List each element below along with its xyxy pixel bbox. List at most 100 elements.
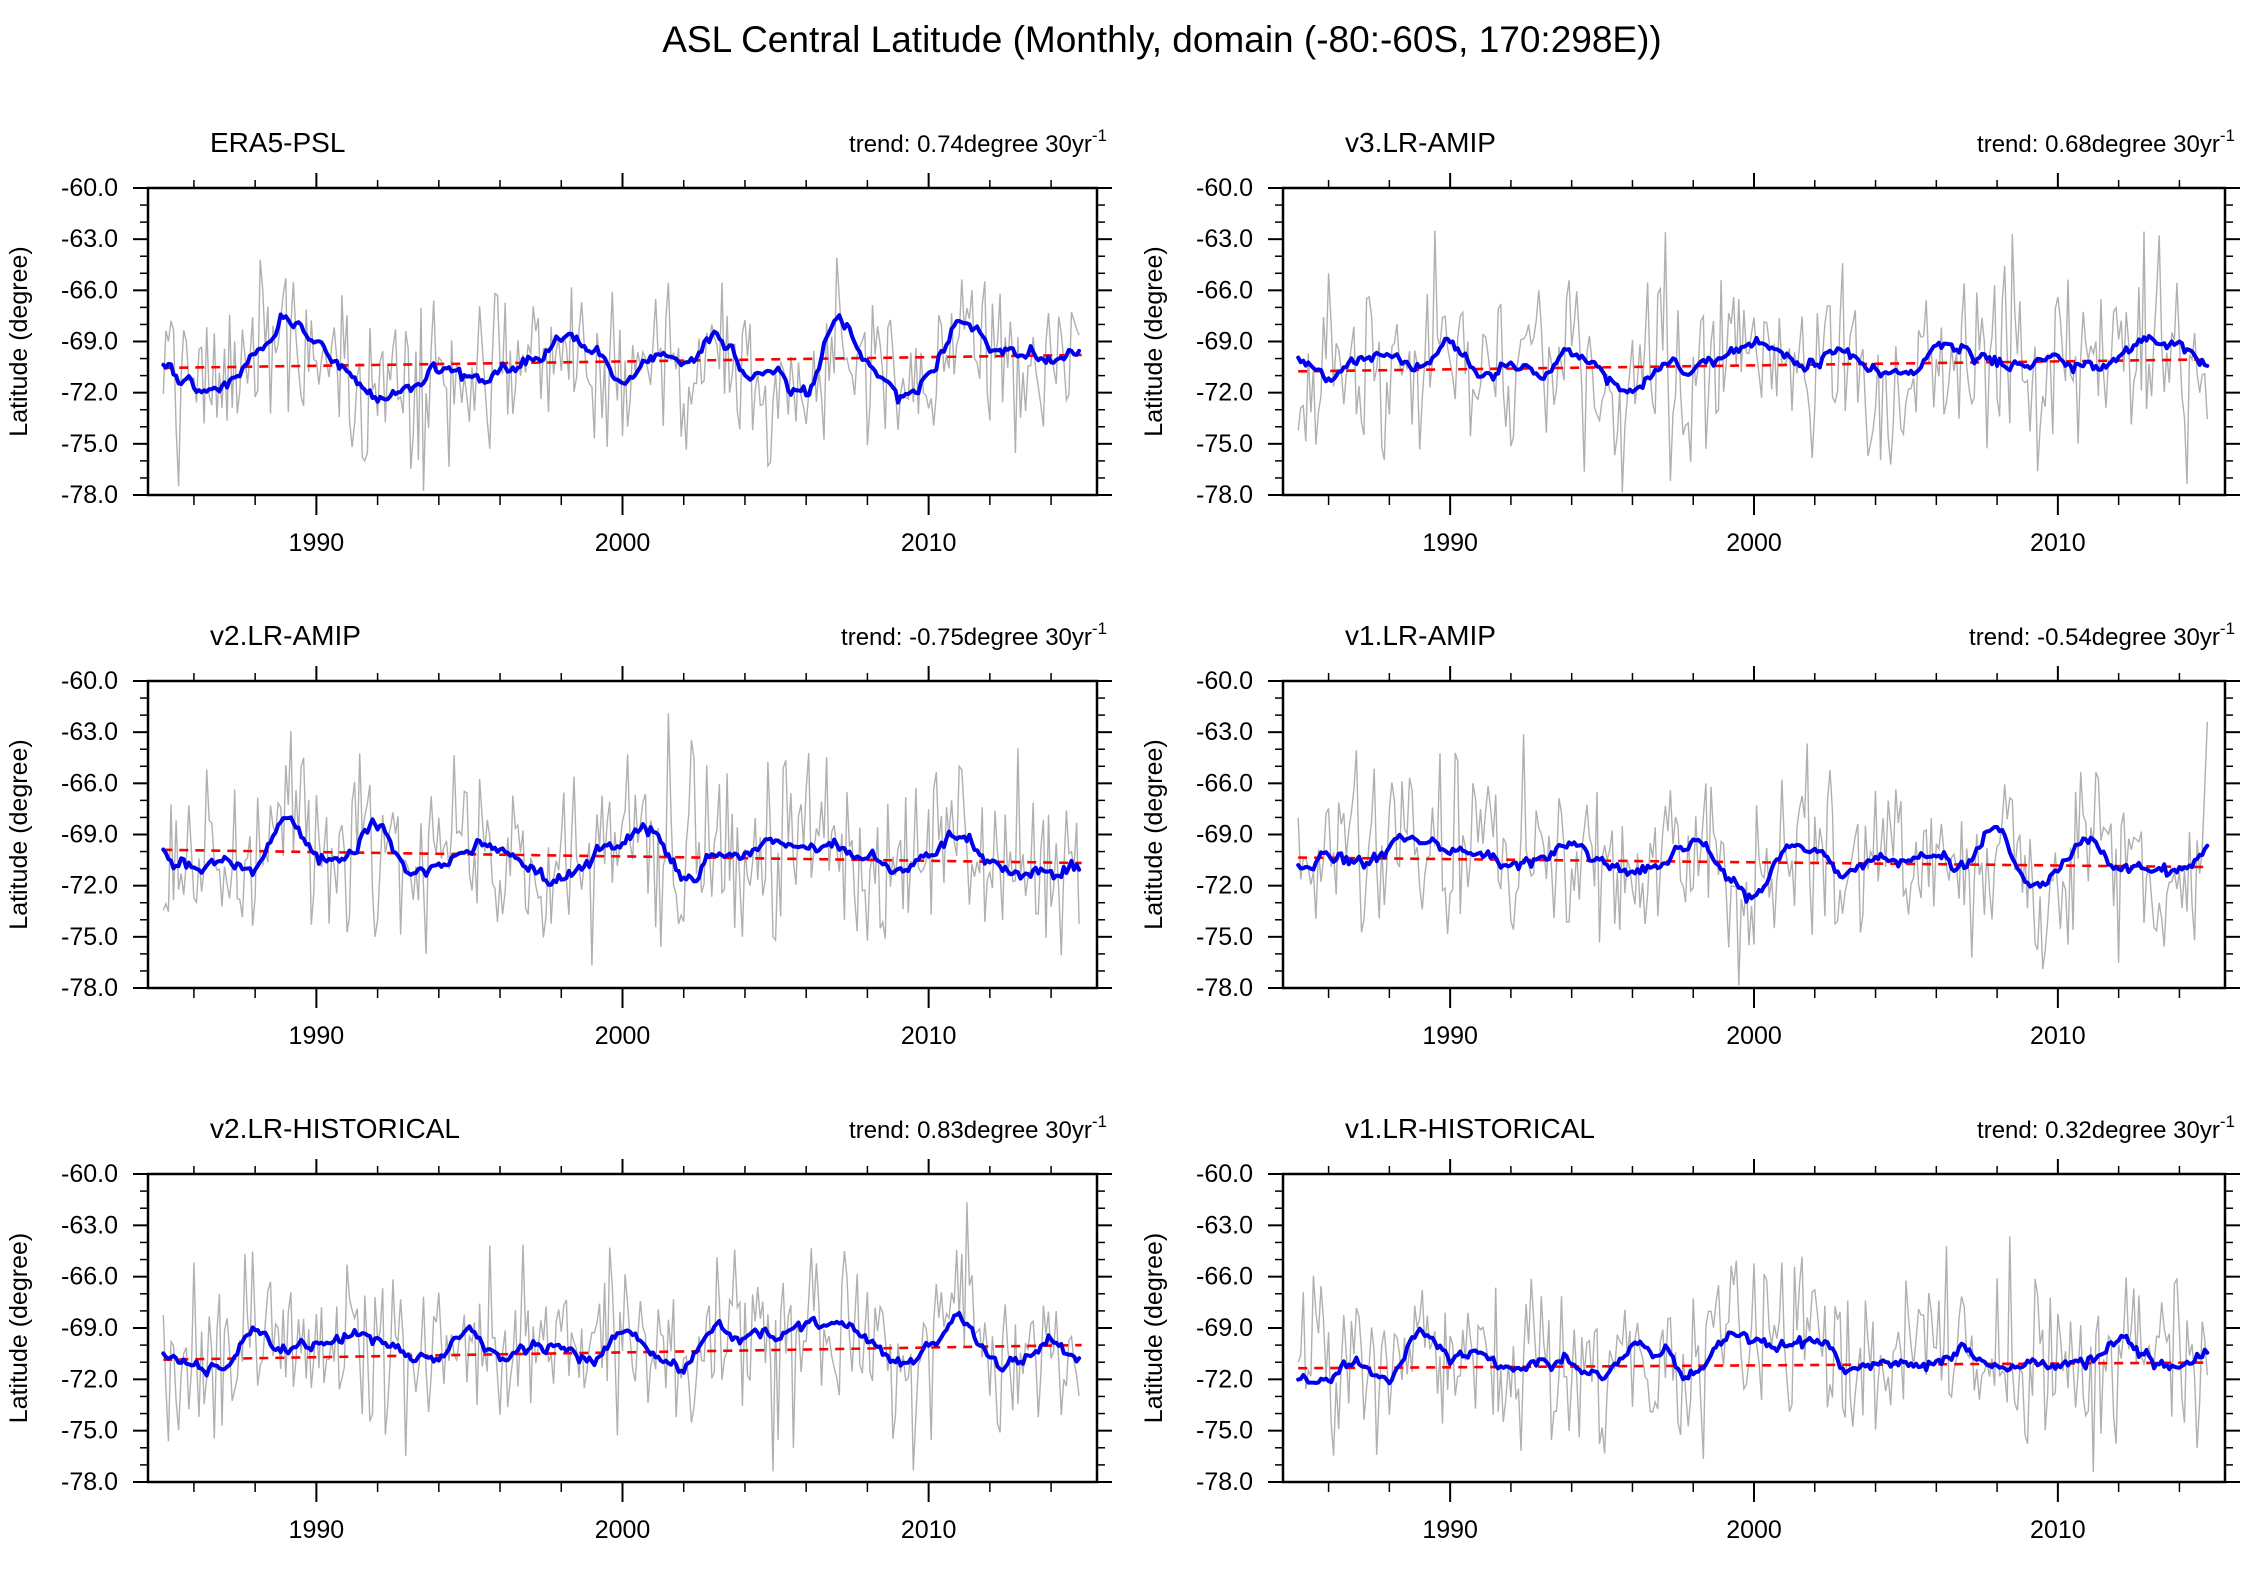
y-tick-label: -60.0 (61, 174, 118, 202)
smoothed-series-path (161, 815, 1082, 887)
axis-ticks: -60.0 -63.0 -66.0 -69.0 -72.0 -75.0 -78.0 1990 2… (1196, 666, 2240, 1050)
x-tick-label: 1990 (1422, 1516, 1478, 1544)
trend-annotation: trend: 0.74degree 30yr-1 (849, 126, 1107, 158)
axis-ticks: -60.0 -63.0 -66.0 -69.0 -72.0 -75.0 -78.0 1990 2… (61, 1159, 1112, 1544)
y-tick-label: -75.0 (61, 1417, 118, 1445)
trend-exponent: -1 (2220, 126, 2235, 145)
y-axis-label: Latitude (degree) (1140, 1233, 1168, 1423)
figure-title: ASL Central Latitude (Monthly, domain (-… (662, 19, 1662, 60)
y-tick-label: -72.0 (61, 379, 118, 407)
y-tick-label: -66.0 (61, 1263, 118, 1291)
monthly-series-path (1297, 721, 2208, 986)
y-tick-label: -75.0 (1196, 430, 1253, 458)
x-tick-label: 1990 (289, 529, 345, 557)
panel-title: v1.LR-HISTORICAL (1345, 1113, 1595, 1144)
trend-exponent: -1 (1092, 126, 1107, 145)
monthly-series-path (1297, 230, 2208, 493)
x-tick-label: 2010 (901, 1022, 957, 1050)
smoothed-series-path (161, 312, 1082, 405)
panel-title: ERA5-PSL (210, 127, 345, 158)
panel-v1-lr-amip: v1.LR-AMIP trend: -0.54degree 30yr-1 -60.0… (1140, 619, 2240, 1050)
trend-text: trend: 0.32degree 30yr (1977, 1117, 2220, 1144)
y-axis-label: Latitude (degree) (5, 1233, 33, 1423)
y-tick-label: -69.0 (61, 328, 118, 356)
y-tick-label: -75.0 (61, 923, 118, 951)
x-tick-label: 1990 (289, 1516, 345, 1544)
axis-ticks: -60.0 -63.0 -66.0 -69.0 -72.0 -75.0 -78.0 1990 2… (61, 666, 1112, 1050)
y-axis-label: Latitude (degree) (1140, 246, 1168, 436)
trend-exponent: -1 (2220, 1112, 2235, 1131)
x-tick-label: 2000 (595, 1516, 651, 1544)
trend-text: trend: 0.83degree 30yr (849, 1117, 1092, 1144)
axis-ticks: -60.0 -63.0 -66.0 -69.0 -72.0 -75.0 -78.0 1990 2… (1196, 173, 2240, 557)
smoothed-series-path (1296, 334, 2210, 395)
trend-exponent: -1 (1092, 619, 1107, 638)
trend-text: trend: 0.74degree 30yr (849, 131, 1092, 158)
axis-ticks: -60.0 -63.0 -66.0 -69.0 -72.0 -75.0 -78.0 1990 2… (61, 173, 1112, 557)
x-tick-label: 2000 (1726, 1022, 1782, 1050)
y-tick-label: -60.0 (61, 1160, 118, 1188)
y-tick-label: -66.0 (1196, 769, 1253, 797)
trend-text: trend: -0.75degree 30yr (841, 624, 1092, 651)
trend-annotation: trend: 0.83degree 30yr-1 (849, 1112, 1107, 1144)
panel-v2-lr-historical: v2.LR-HISTORICAL trend: 0.83degree 30yr-1… (5, 1112, 1112, 1544)
y-tick-label: -60.0 (1196, 174, 1253, 202)
plot-frame (1281, 679, 2227, 990)
x-tick-label: 2000 (595, 529, 651, 557)
y-tick-label: -63.0 (1196, 718, 1253, 746)
x-tick-label: 2010 (901, 529, 957, 557)
y-tick-label: -63.0 (1196, 225, 1253, 253)
y-tick-label: -66.0 (1196, 276, 1253, 304)
x-tick-label: 1990 (1422, 1022, 1478, 1050)
y-axis-label: Latitude (degree) (5, 739, 33, 929)
x-tick-label: 2000 (1726, 1516, 1782, 1544)
y-tick-label: -75.0 (1196, 923, 1253, 951)
y-tick-label: -66.0 (61, 276, 118, 304)
y-axis-label: Latitude (degree) (1140, 739, 1168, 929)
trend-annotation: trend: 0.68degree 30yr-1 (1977, 126, 2235, 158)
panel-v1-lr-historical: v1.LR-HISTORICAL trend: 0.32degree 30yr-1… (1140, 1112, 2240, 1544)
y-tick-label: -69.0 (61, 1314, 118, 1342)
y-tick-label: -66.0 (61, 769, 118, 797)
trend-annotation: trend: -0.75degree 30yr-1 (841, 619, 1107, 651)
y-tick-label: -75.0 (1196, 1417, 1253, 1445)
y-tick-label: -63.0 (61, 225, 118, 253)
plot-frame (146, 186, 1099, 497)
y-tick-label: -72.0 (61, 872, 118, 900)
y-tick-label: -66.0 (1196, 1263, 1253, 1291)
y-tick-label: -63.0 (61, 718, 118, 746)
x-tick-label: 2010 (2030, 1022, 2086, 1050)
y-tick-label: -60.0 (1196, 1160, 1253, 1188)
y-tick-label: -63.0 (61, 1211, 118, 1239)
panel-title: v1.LR-AMIP (1345, 620, 1496, 651)
y-tick-label: -72.0 (1196, 379, 1253, 407)
trend-exponent: -1 (1092, 1112, 1107, 1131)
y-tick-label: -69.0 (1196, 328, 1253, 356)
y-tick-label: -69.0 (1196, 821, 1253, 849)
y-tick-label: -60.0 (1196, 667, 1253, 695)
y-tick-label: -72.0 (1196, 1365, 1253, 1393)
y-tick-label: -78.0 (1196, 974, 1253, 1002)
smoothed-series-path (1296, 1326, 2210, 1386)
y-tick-label: -78.0 (61, 481, 118, 509)
smoothed-series-path (161, 1311, 1082, 1378)
y-tick-label: -72.0 (1196, 872, 1253, 900)
y-tick-label: -72.0 (61, 1365, 118, 1393)
x-tick-label: 2010 (2030, 1516, 2086, 1544)
x-tick-label: 2010 (901, 1516, 957, 1544)
panel-v2-lr-amip: v2.LR-AMIP trend: -0.75degree 30yr-1 -60.0… (5, 619, 1112, 1050)
trend-line (163, 848, 1082, 865)
y-tick-label: -69.0 (1196, 1314, 1253, 1342)
x-tick-label: 2010 (2030, 529, 2086, 557)
y-tick-label: -69.0 (61, 821, 118, 849)
plot-frame (1281, 186, 2227, 497)
panel-title: v2.LR-HISTORICAL (210, 1113, 460, 1144)
panel-era5-psl: ERA5-PSL trend: 0.74degree 30yr-1 -60.0 -63… (5, 126, 1112, 557)
y-axis-label: Latitude (degree) (5, 246, 33, 436)
trend-annotation: trend: 0.32degree 30yr-1 (1977, 1112, 2235, 1144)
y-tick-label: -78.0 (61, 1468, 118, 1496)
x-tick-label: 2000 (1726, 529, 1782, 557)
panel-title: v2.LR-AMIP (210, 620, 361, 651)
